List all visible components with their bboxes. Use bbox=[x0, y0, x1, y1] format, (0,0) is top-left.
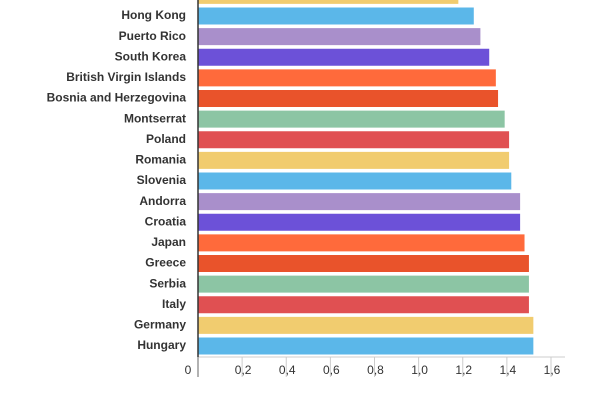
y-tick-label: Romania bbox=[135, 153, 186, 167]
y-tick-label: Japan bbox=[151, 235, 186, 249]
y-tick-label: Croatia bbox=[145, 214, 187, 228]
x-tick-label: 0,4 bbox=[279, 363, 296, 377]
y-tick-label: Poland bbox=[146, 132, 186, 146]
y-tick-label: Greece bbox=[145, 256, 186, 270]
y-tick-label: Bosnia and Herzegovina bbox=[47, 91, 187, 105]
bar bbox=[198, 48, 490, 66]
bar bbox=[198, 193, 521, 211]
y-tick-label: Hungary bbox=[137, 338, 186, 352]
y-tick-label: Puerto Rico bbox=[119, 29, 186, 43]
bar bbox=[198, 275, 529, 293]
y-tick-label: Germany bbox=[134, 318, 186, 332]
bar bbox=[198, 255, 529, 272]
x-tick-label: 0,8 bbox=[367, 363, 384, 377]
x-tick-label: 1,4 bbox=[500, 363, 517, 377]
bar bbox=[198, 0, 459, 4]
bar bbox=[198, 296, 529, 314]
y-tick-label: Italy bbox=[162, 297, 186, 311]
y-tick-label: Slovenia bbox=[137, 173, 187, 187]
x-tick-label: 0,6 bbox=[323, 363, 340, 377]
x-tick-label: 1,6 bbox=[544, 363, 561, 377]
x-tick-label: 1,2 bbox=[455, 363, 472, 377]
bar bbox=[198, 90, 499, 107]
y-tick-label: South Korea bbox=[115, 49, 187, 63]
bar bbox=[198, 110, 505, 128]
y-tick-label: Montserrat bbox=[124, 111, 186, 125]
x-tick-label: 0 bbox=[185, 363, 192, 377]
bar bbox=[198, 213, 521, 231]
bar bbox=[198, 316, 534, 334]
y-tick-label: Taiwan bbox=[146, 0, 186, 2]
bar bbox=[198, 234, 525, 252]
x-tick-label: 1,0 bbox=[411, 363, 428, 377]
x-tick-label: 0,2 bbox=[235, 363, 252, 377]
bar bbox=[198, 172, 512, 190]
bar bbox=[198, 151, 510, 169]
bar bbox=[198, 131, 510, 149]
y-tick-label: Serbia bbox=[149, 276, 186, 290]
bar bbox=[198, 7, 474, 25]
bar bbox=[198, 337, 534, 355]
y-tick-label: British Virgin Islands bbox=[66, 70, 186, 84]
y-tick-label: Andorra bbox=[139, 194, 186, 208]
bar bbox=[198, 69, 496, 87]
y-tick-label: Hong Kong bbox=[121, 8, 186, 22]
bar bbox=[198, 28, 481, 46]
